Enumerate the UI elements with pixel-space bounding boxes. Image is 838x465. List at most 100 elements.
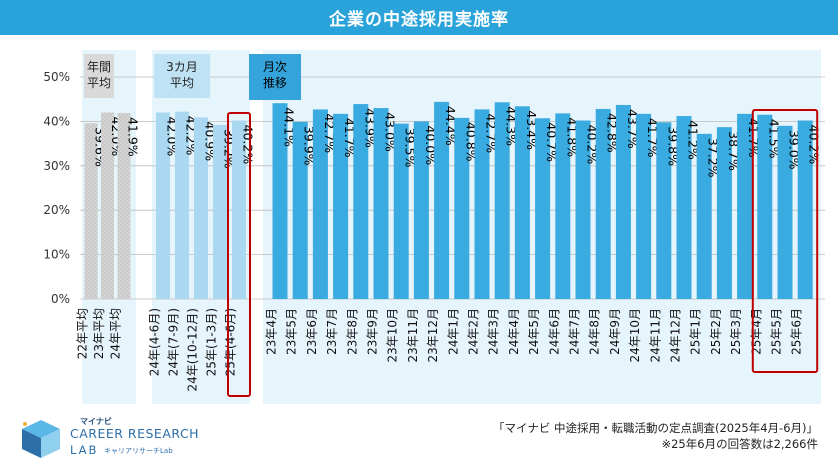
x-tick-label: 24年2月 (467, 308, 481, 355)
x-tick-label: 23年9月 (366, 308, 380, 355)
bar-value-label: 41.9% (126, 117, 141, 157)
bar (656, 122, 672, 300)
bar (555, 113, 571, 300)
bar (575, 120, 591, 300)
source-note: 「マイナビ 中途採用・転職活動の定点調査(2025年4月-6月)」 ※25年6月… (493, 420, 818, 452)
x-tick-label: 24年8月 (588, 308, 602, 355)
bar (292, 121, 308, 300)
bar (535, 118, 551, 300)
bar-value-label: 40.2% (807, 125, 822, 165)
highlight-box-months (751, 109, 819, 373)
x-tick-label: 22年平均 (76, 308, 90, 359)
cube-logo-icon (22, 420, 60, 458)
x-tick-label: 25年2月 (709, 308, 723, 355)
bar (474, 109, 490, 299)
y-tick-label: 20% (43, 203, 70, 217)
bar (454, 117, 470, 300)
bar (373, 108, 389, 299)
bar (777, 125, 793, 299)
group-label-line1: 3カ月 (166, 60, 198, 74)
bar (676, 116, 692, 300)
x-tick-label: 25年5月 (770, 308, 784, 355)
y-tick-label: 40% (43, 114, 70, 128)
x-tick-label: 24年11月 (648, 308, 662, 363)
x-tick-label: 25年(4-6月) (224, 308, 238, 376)
x-tick-label: 25年4月 (749, 308, 763, 355)
source-line-2: ※25年6月の回答数は2,266件 (661, 437, 818, 451)
x-tick-label: 23年10月 (386, 308, 400, 363)
x-tick-label: 24年10月 (628, 308, 642, 363)
bar (514, 106, 530, 299)
bar (333, 113, 349, 300)
chart-canvas: 0%10%20%30%40%50%年間平均3カ月平均月次推移39.6%22年平均… (43, 50, 825, 404)
x-tick-label: 24年3月 (487, 308, 501, 355)
bar (393, 123, 409, 300)
bar (797, 120, 813, 300)
bar (494, 102, 510, 299)
x-tick-label: 24年12月 (669, 308, 683, 363)
x-tick-label: 23年11月 (406, 308, 420, 363)
bar (117, 112, 131, 300)
logo-lab-text: LAB (70, 443, 99, 457)
bar (213, 124, 227, 300)
x-tick-label: 25年6月 (790, 308, 804, 355)
group-label-line1: 月次 (263, 60, 287, 74)
bar (353, 104, 369, 299)
x-tick-label: 23年6月 (305, 308, 319, 355)
x-tick-label: 25年3月 (729, 308, 743, 355)
bar (312, 109, 328, 299)
bar (636, 113, 652, 300)
bar-value-label: 40.2% (241, 125, 256, 165)
bar (737, 113, 753, 300)
x-tick-label: 24年1月 (446, 308, 460, 355)
highlight-box-quarter (227, 112, 251, 397)
x-tick-label: 24年(10-12月) (186, 308, 200, 392)
bar (434, 101, 450, 299)
group-label-line2: 平均 (170, 76, 194, 90)
bar (84, 123, 98, 300)
x-tick-label: 25年(1-3月) (205, 308, 219, 376)
group-label-line2: 平均 (87, 76, 111, 90)
x-tick-label: 24年(7-9月) (167, 308, 181, 376)
bar (156, 112, 170, 300)
bar (696, 133, 712, 299)
y-tick-label: 0% (51, 292, 70, 306)
bar (272, 103, 288, 299)
group-label-line2: 推移 (263, 76, 287, 90)
group-label-box (84, 54, 114, 98)
x-tick-label: 24年5月 (527, 308, 541, 355)
x-tick-label: 24年平均 (109, 308, 123, 359)
bar (194, 117, 208, 300)
y-tick-label: 50% (43, 70, 70, 84)
source-line-1: 「マイナビ 中途採用・転職活動の定点調査(2025年4月-6月)」 (493, 421, 818, 435)
bar (716, 127, 732, 299)
x-tick-label: 23年5月 (285, 308, 299, 355)
y-tick-label: 10% (43, 248, 70, 262)
x-tick-label: 24年7月 (568, 308, 582, 355)
logo-main-text: CAREER RESEARCH (70, 426, 200, 441)
x-tick-label: 24年(4-6月) (148, 308, 162, 376)
group-label-box (249, 54, 301, 100)
x-tick-label: 23年平均 (92, 308, 106, 359)
chart-title: 企業の中途採用実施率 (0, 0, 838, 35)
group-label-line1: 年間 (87, 60, 111, 74)
x-tick-label: 24年4月 (507, 308, 521, 355)
group-label-box (154, 54, 210, 98)
x-tick-label: 24年9月 (608, 308, 622, 355)
x-tick-label: 23年8月 (345, 308, 359, 355)
x-tick-label: 23年4月 (265, 308, 279, 355)
x-tick-label: 24年6月 (547, 308, 561, 355)
bar (101, 112, 114, 300)
x-tick-label: 23年12月 (426, 308, 440, 363)
bar (757, 114, 773, 300)
x-tick-label: 23年7月 (325, 308, 339, 355)
bar (413, 121, 429, 300)
x-tick-label: 25年1月 (689, 308, 703, 355)
bar (595, 108, 611, 299)
bar (175, 111, 189, 300)
y-tick-label: 30% (43, 159, 70, 173)
bar (232, 120, 246, 300)
logo-small-text: マイナビ (80, 417, 112, 426)
logo-sub-text: キャリアリサーチLab (104, 447, 173, 455)
career-research-lab-logo: マイナビ CAREER RESEARCH LAB キャリアリサーチLab (16, 416, 216, 462)
